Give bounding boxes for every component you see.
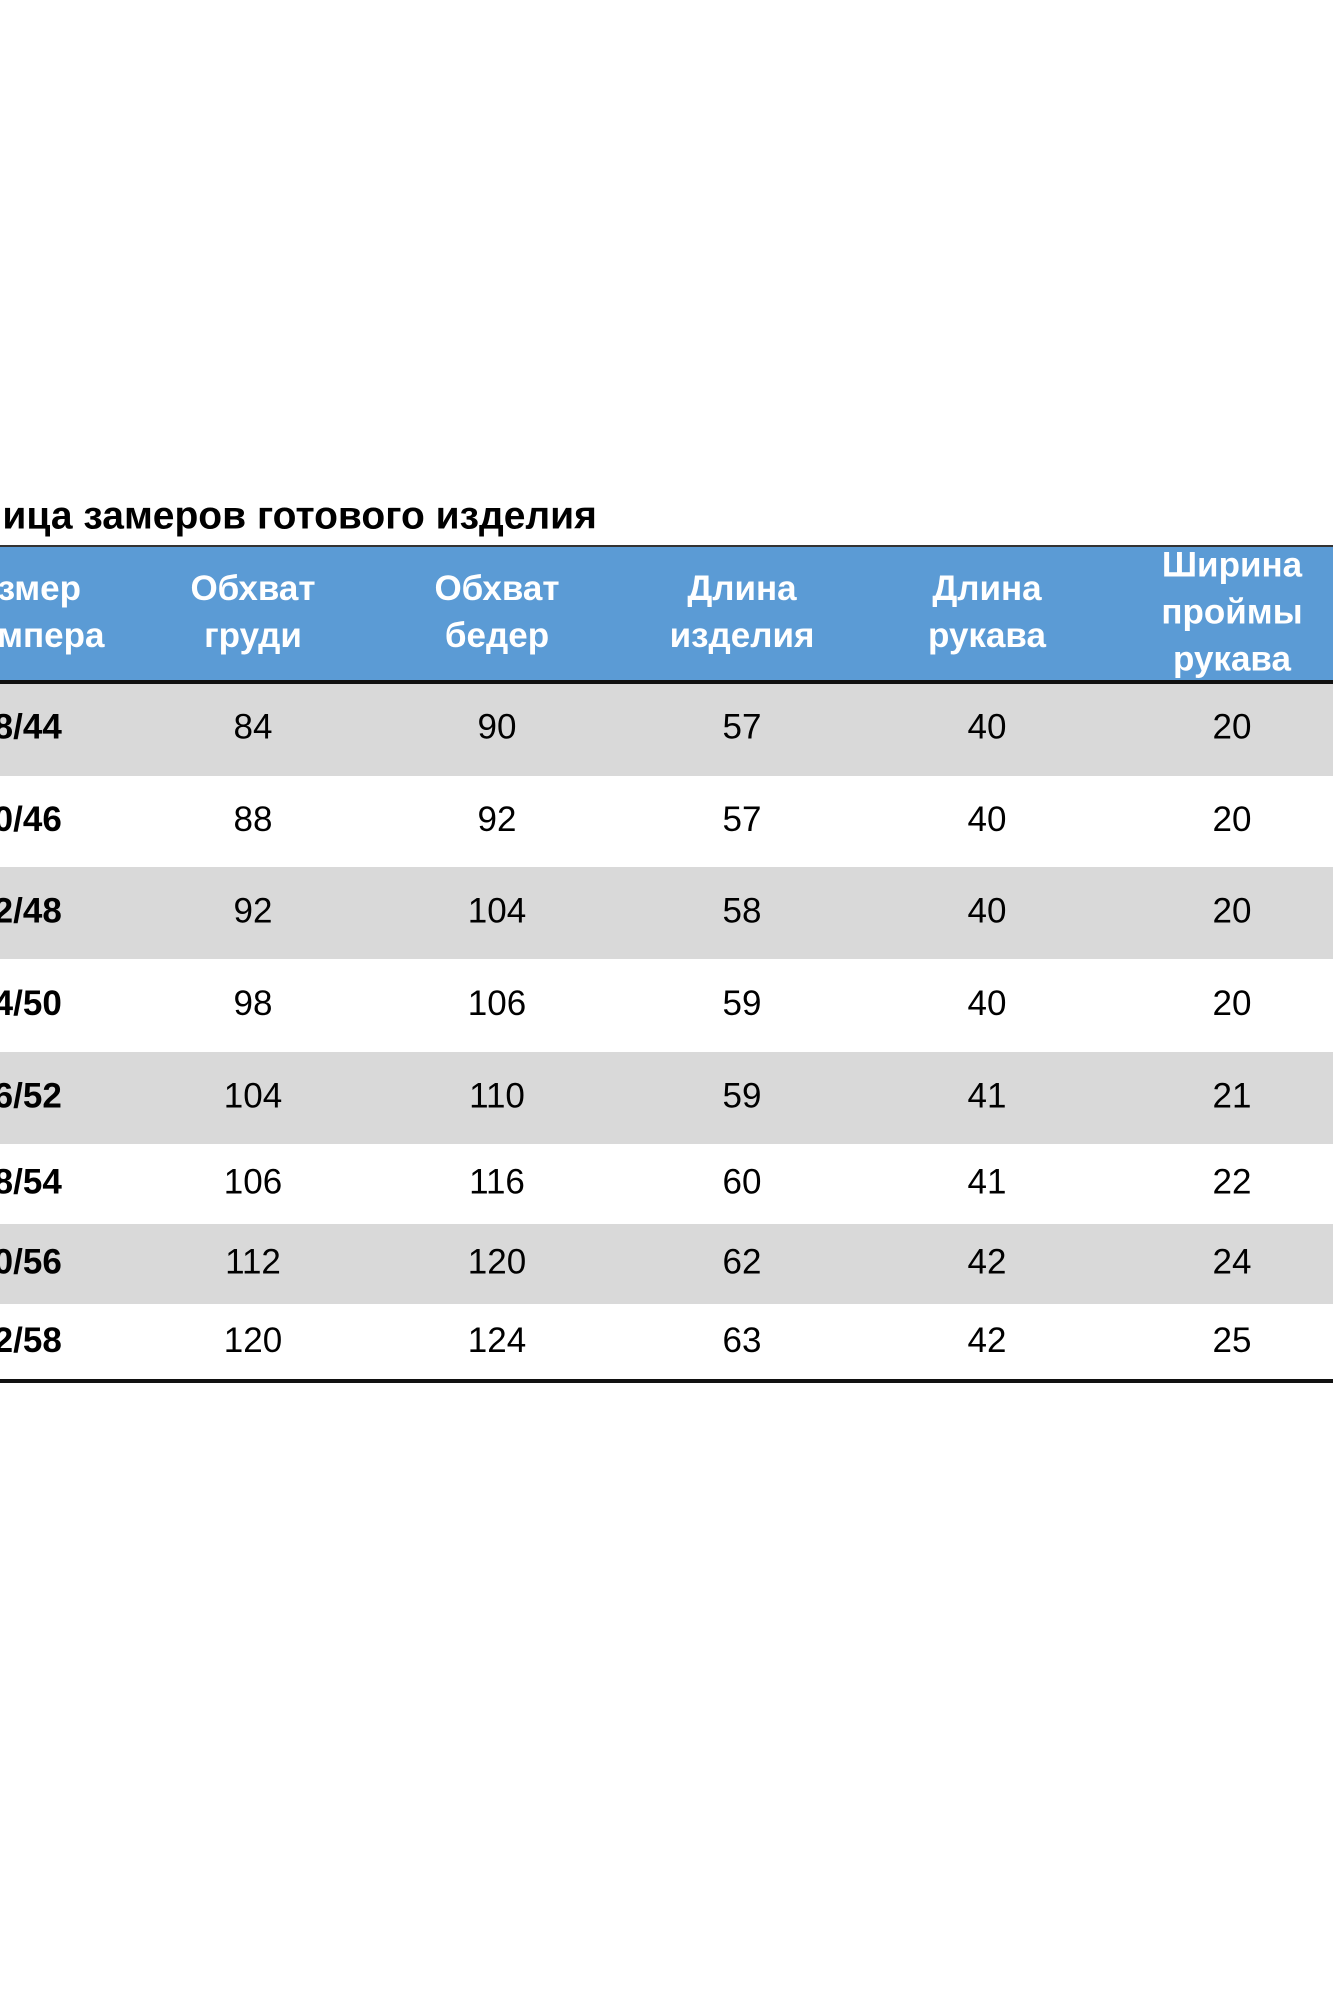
cell-value: 60	[723, 1162, 762, 1201]
cell-value: 59	[723, 1076, 762, 1115]
table-title: Таблица замеров готового изделия	[0, 494, 597, 537]
size-label: 50/56	[0, 1242, 62, 1281]
cell-value: 20	[1213, 800, 1252, 839]
cell-value: 120	[468, 1242, 526, 1281]
size-label: 52/58	[0, 1321, 62, 1360]
column-header: Обхват	[434, 569, 559, 608]
size-label: 40/46	[0, 800, 62, 839]
header-band	[0, 546, 1333, 682]
cell-value: 42	[968, 1321, 1007, 1360]
cell-value: 88	[234, 800, 273, 839]
cell-value: 42	[968, 1242, 1007, 1281]
cell-value: 98	[234, 984, 273, 1023]
cell-value: 104	[224, 1076, 282, 1115]
column-header: изделия	[670, 616, 815, 655]
cell-value: 40	[968, 707, 1007, 746]
cell-value: 62	[723, 1242, 762, 1281]
cell-value: 40	[968, 984, 1007, 1023]
cell-value: 110	[469, 1076, 525, 1115]
row-band	[0, 867, 1333, 959]
column-header: джемпера	[0, 616, 105, 655]
column-header: Длина	[687, 569, 797, 608]
cell-value: 57	[723, 707, 762, 746]
cell-value: 40	[968, 800, 1007, 839]
cell-value: 20	[1213, 984, 1252, 1023]
column-header: бедер	[445, 616, 549, 655]
size-label: 44/50	[0, 984, 62, 1023]
cell-value: 92	[478, 800, 517, 839]
column-header: Размер	[0, 569, 81, 608]
cell-value: 116	[469, 1162, 525, 1201]
column-header: рукава	[928, 616, 1046, 655]
cell-value: 20	[1213, 707, 1252, 746]
cell-value: 63	[723, 1321, 762, 1360]
cell-value: 21	[1213, 1076, 1252, 1115]
cell-value: 41	[968, 1162, 1007, 1201]
size-label: 48/54	[0, 1162, 62, 1201]
cell-value: 20	[1213, 891, 1252, 930]
column-header: груди	[204, 616, 302, 655]
cell-value: 40	[968, 891, 1007, 930]
column-header: Длина	[932, 569, 1042, 608]
cell-value: 84	[234, 707, 273, 746]
cell-value: 92	[234, 891, 273, 930]
cell-value: 124	[468, 1321, 526, 1360]
cell-value: 106	[468, 984, 526, 1023]
cell-value: 25	[1213, 1321, 1252, 1360]
row-band	[0, 1224, 1333, 1304]
cell-value: 59	[723, 984, 762, 1023]
cell-value: 57	[723, 800, 762, 839]
cell-value: 58	[723, 891, 762, 930]
cell-value: 120	[224, 1321, 282, 1360]
row-band	[0, 682, 1333, 776]
cell-value: 90	[478, 707, 517, 746]
cell-value: 41	[968, 1076, 1007, 1115]
cell-value: 24	[1213, 1242, 1252, 1281]
column-header: Обхват	[190, 569, 315, 608]
row-band	[0, 1052, 1333, 1144]
size-label: 42/48	[0, 891, 62, 930]
cell-value: 112	[225, 1242, 281, 1281]
cell-value: 104	[468, 891, 526, 930]
column-header: проймы	[1161, 592, 1302, 631]
size-label: 46/52	[0, 1076, 62, 1115]
cell-value: 22	[1213, 1162, 1252, 1201]
size-label: 38/44	[0, 707, 62, 746]
column-header: рукава	[1173, 639, 1291, 678]
column-header: Ширина	[1162, 545, 1303, 584]
cell-value: 106	[224, 1162, 282, 1201]
